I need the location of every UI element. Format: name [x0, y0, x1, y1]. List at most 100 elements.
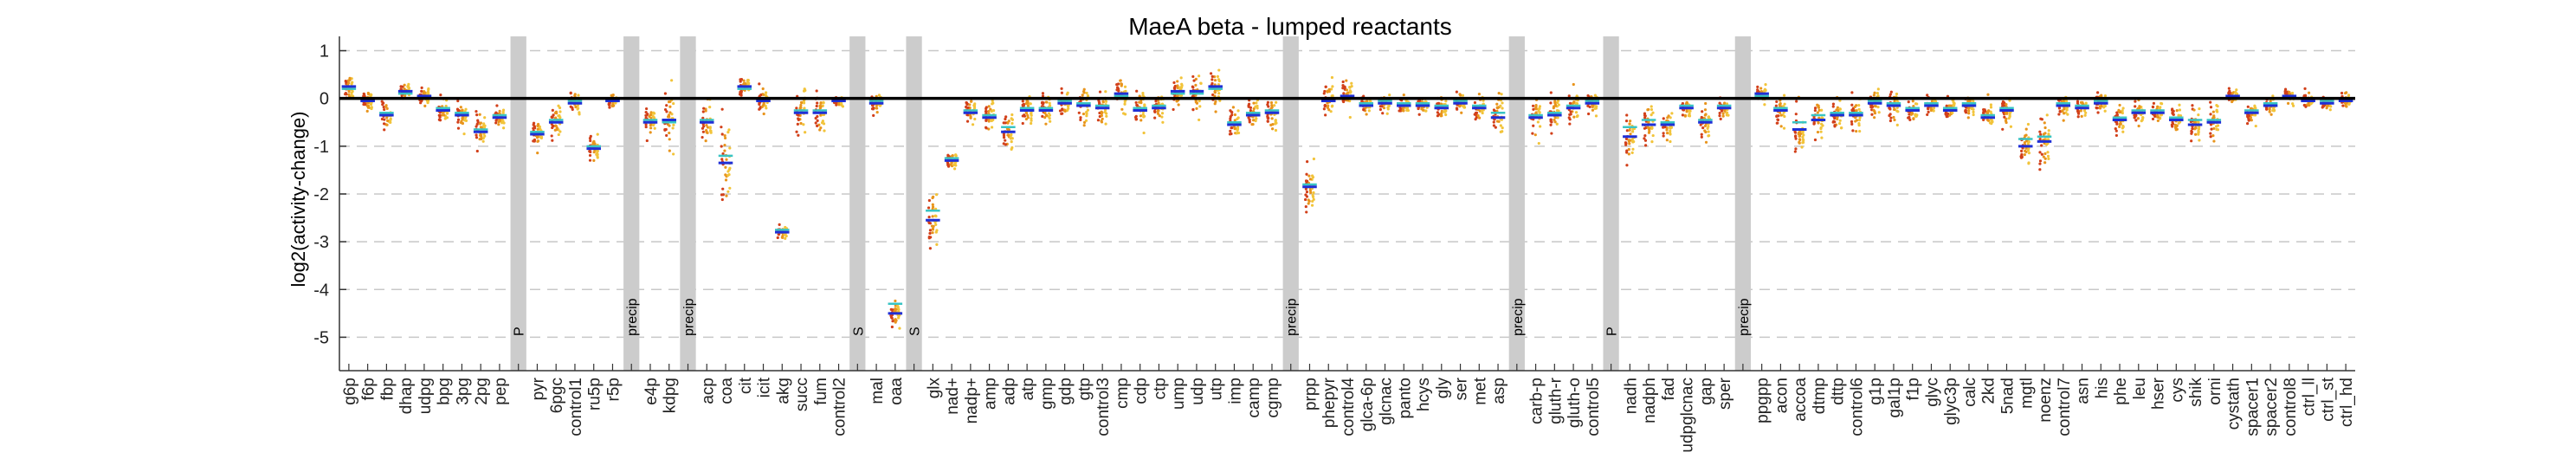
- data-point: [1855, 129, 1858, 133]
- data-point: [2038, 168, 2042, 171]
- data-point: [1066, 91, 1069, 94]
- data-point: [1236, 127, 1240, 132]
- data-point: [1666, 116, 1669, 120]
- data-point: [1888, 93, 1892, 96]
- data-point: [2178, 108, 2182, 112]
- data-point: [369, 94, 372, 97]
- data-point: [1006, 133, 1010, 137]
- data-point: [1458, 105, 1462, 108]
- data-point: [1893, 107, 1896, 112]
- data-point: [984, 109, 988, 113]
- data-point: [989, 107, 992, 111]
- data-point: [723, 136, 727, 140]
- data-point: [1444, 100, 1448, 103]
- data-point: [1385, 112, 1389, 115]
- data-point: [1213, 90, 1217, 94]
- data-point: [385, 107, 389, 110]
- data-point: [1273, 104, 1276, 107]
- data-point: [1476, 113, 1480, 118]
- data-point: [2231, 100, 2234, 104]
- data-point: [1801, 130, 1804, 133]
- data-point: [535, 135, 539, 139]
- data-point: [1198, 74, 1201, 78]
- data-point: [1010, 133, 1013, 137]
- data-point: [1312, 191, 1315, 195]
- data-point: [404, 94, 407, 98]
- data-point: [380, 100, 384, 103]
- data-point: [935, 242, 939, 246]
- data-point: [1305, 195, 1309, 198]
- data-point: [494, 121, 498, 125]
- data-point: [461, 121, 465, 126]
- data-point: [1670, 112, 1674, 115]
- data-point: [1624, 143, 1628, 146]
- data-point: [557, 133, 560, 137]
- data-point: [461, 115, 465, 120]
- data-point: [1500, 93, 1503, 96]
- x-tick-label: carb-p: [1528, 378, 1546, 424]
- data-point: [1061, 112, 1064, 115]
- data-point: [554, 124, 558, 127]
- data-point: [481, 137, 485, 140]
- data-point: [1323, 89, 1327, 94]
- data-point: [551, 115, 554, 119]
- data-point: [1255, 101, 1258, 105]
- data-point: [1782, 94, 1786, 97]
- data-point: [1213, 94, 1217, 98]
- data-point: [1972, 100, 1975, 103]
- data-point: [721, 187, 725, 191]
- data-point: [1683, 113, 1688, 117]
- data-point: [1211, 93, 1215, 97]
- data-point: [459, 106, 462, 109]
- data-point: [1348, 86, 1352, 89]
- data-point: [2038, 159, 2043, 163]
- data-point: [894, 304, 897, 307]
- data-point: [2008, 113, 2011, 117]
- data-point: [2043, 152, 2047, 156]
- data-point: [672, 152, 675, 156]
- data-point: [1550, 132, 1553, 135]
- data-point: [663, 92, 668, 95]
- data-point: [1236, 116, 1240, 120]
- data-point: [1703, 108, 1708, 112]
- x-tick-label: ru5p: [586, 378, 604, 411]
- data-point: [1492, 124, 1496, 127]
- data-point: [1267, 116, 1270, 120]
- data-point: [1795, 100, 1798, 103]
- data-point: [2023, 152, 2026, 157]
- data-point: [533, 126, 537, 130]
- data-point: [2211, 110, 2215, 113]
- x-tick-label: cdp: [1133, 378, 1151, 404]
- data-point: [1406, 108, 1411, 113]
- x-tick-label: hser: [2150, 377, 2168, 410]
- data-point: [539, 127, 542, 131]
- data-point: [1444, 109, 1448, 113]
- y-tick-label: -5: [313, 328, 329, 347]
- data-point: [1915, 102, 1919, 106]
- data-point: [1624, 141, 1628, 145]
- data-point: [1311, 199, 1314, 204]
- x-tick-label: e4p: [642, 378, 661, 405]
- data-point: [1213, 79, 1217, 82]
- data-point: [2005, 102, 2008, 107]
- data-point: [1628, 142, 1631, 145]
- data-point: [1812, 121, 1816, 125]
- data-point: [456, 118, 461, 121]
- data-point: [797, 113, 800, 117]
- x-tick-label: leu: [2131, 378, 2149, 399]
- data-point: [1230, 113, 1234, 117]
- data-point: [816, 124, 819, 127]
- data-point: [1327, 108, 1331, 112]
- data-point: [1256, 107, 1259, 110]
- data-point: [2063, 107, 2066, 111]
- data-point: [1021, 121, 1024, 126]
- data-point: [2211, 134, 2215, 138]
- data-point: [1651, 133, 1655, 138]
- x-tick-label: spacer2: [2263, 378, 2281, 436]
- data-point: [1893, 118, 1896, 122]
- data-point: [949, 163, 952, 166]
- data-point: [536, 122, 540, 126]
- data-point: [1209, 72, 1213, 75]
- data-point: [1230, 126, 1233, 130]
- data-point: [1549, 118, 1553, 121]
